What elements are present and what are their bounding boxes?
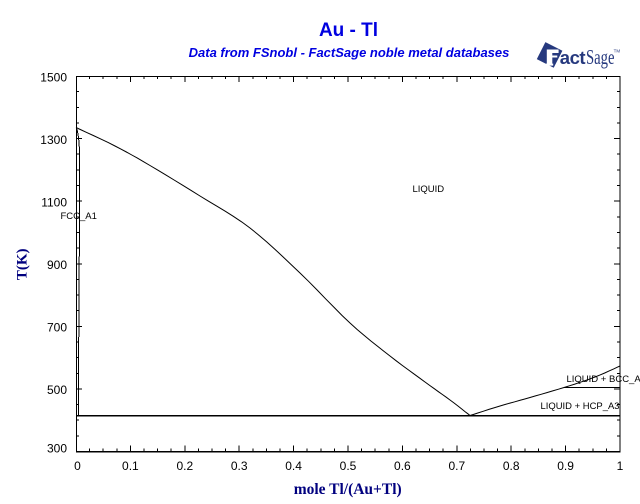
svg-text:0.4: 0.4 — [285, 459, 302, 473]
svg-text:0.6: 0.6 — [394, 459, 411, 473]
svg-text:0.8: 0.8 — [503, 459, 520, 473]
svg-text:1100: 1100 — [41, 196, 67, 210]
svg-text:mole Tl/(Au+Tl): mole Tl/(Au+Tl) — [294, 481, 402, 498]
svg-text:LIQUID + HCP_A3: LIQUID + HCP_A3 — [541, 401, 620, 412]
svg-text:T(K): T(K) — [15, 248, 31, 280]
svg-text:0.7: 0.7 — [448, 459, 465, 473]
svg-text:900: 900 — [47, 258, 67, 272]
svg-text:0.9: 0.9 — [557, 459, 574, 473]
svg-text:LIQUID: LIQUID — [413, 184, 445, 195]
svg-text:500: 500 — [47, 383, 67, 397]
svg-text:Sage: Sage — [586, 45, 615, 69]
svg-text:act: act — [560, 47, 586, 68]
svg-text:1300: 1300 — [40, 133, 67, 147]
svg-text:LIQUID + BCC_A2: LIQUID + BCC_A2 — [567, 374, 640, 385]
svg-text:700: 700 — [47, 321, 67, 335]
svg-text:Data from FSnobl - FactSage no: Data from FSnobl - FactSage noble metal … — [189, 45, 510, 60]
svg-text:0.1: 0.1 — [122, 459, 139, 473]
svg-text:1500: 1500 — [40, 70, 67, 84]
svg-text:0.2: 0.2 — [176, 459, 193, 473]
svg-text:Au - Tl: Au - Tl — [319, 20, 378, 41]
svg-text:1: 1 — [617, 459, 624, 473]
svg-text:0: 0 — [74, 459, 81, 473]
svg-text:TM: TM — [614, 49, 621, 54]
svg-text:FCC_A1: FCC_A1 — [61, 211, 97, 222]
svg-text:0.3: 0.3 — [231, 459, 248, 473]
svg-text:300: 300 — [47, 442, 67, 456]
svg-text:0.5: 0.5 — [340, 459, 357, 473]
